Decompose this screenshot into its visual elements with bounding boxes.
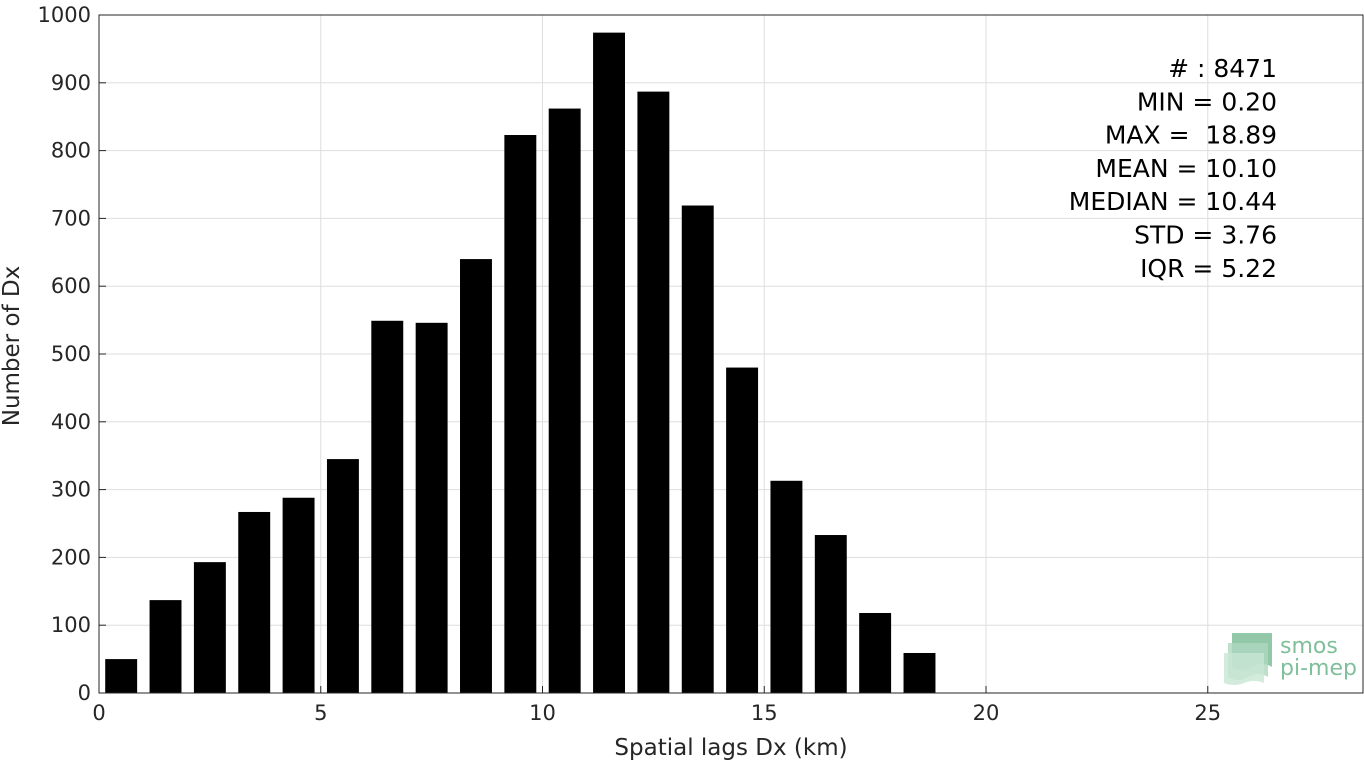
y-tick-label: 100 bbox=[51, 613, 91, 637]
stat-line: MAX = 18.89 bbox=[1105, 121, 1277, 150]
bars bbox=[105, 32, 936, 694]
histogram-bar bbox=[326, 459, 359, 693]
y-tick-label: 200 bbox=[51, 545, 91, 569]
x-axis-label: Spatial lags Dx (km) bbox=[614, 735, 847, 761]
histogram-bar bbox=[460, 259, 492, 693]
y-tick-label: 600 bbox=[51, 274, 91, 298]
y-tick-label: 300 bbox=[51, 478, 91, 502]
histogram-bar bbox=[859, 612, 892, 693]
x-tick-label: 20 bbox=[973, 701, 1000, 725]
y-axis-label: Number of Dx bbox=[0, 266, 25, 427]
y-tick-label: 0 bbox=[78, 681, 91, 705]
logo-line-2: pi-mep bbox=[1280, 656, 1357, 681]
y-tick-label: 700 bbox=[51, 206, 91, 230]
histogram-bar bbox=[770, 480, 803, 693]
y-tick-label: 500 bbox=[51, 342, 91, 366]
stat-line: IQR = 5.22 bbox=[1140, 254, 1277, 283]
stat-line: MIN = 0.20 bbox=[1137, 87, 1277, 116]
axis-ticks bbox=[98, 14, 1209, 694]
x-tick-label: 25 bbox=[1194, 701, 1221, 725]
histogram-bar bbox=[238, 511, 271, 693]
y-tick-label: 900 bbox=[51, 71, 91, 95]
y-tick-label: 800 bbox=[51, 139, 91, 163]
y-tick-label: 400 bbox=[51, 410, 91, 434]
histogram-bar bbox=[903, 652, 936, 693]
histogram-bar bbox=[548, 108, 581, 693]
histogram-bar bbox=[415, 322, 448, 693]
y-tick-label: 1000 bbox=[38, 3, 91, 27]
histogram-bar bbox=[504, 135, 537, 694]
logo-line-1: smos bbox=[1280, 634, 1338, 659]
histogram-bar bbox=[814, 535, 847, 693]
histogram-bar bbox=[681, 205, 714, 693]
stat-line: MEAN = 10.10 bbox=[1095, 154, 1277, 183]
histogram-bar bbox=[371, 320, 404, 693]
stat-line: MEDIAN = 10.44 bbox=[1069, 187, 1277, 216]
x-tick-label: 10 bbox=[529, 701, 556, 725]
y-tick-labels: 0 100 200 300 400 500 600 700 800 900 1000 bbox=[38, 3, 91, 705]
wave-logo-icon bbox=[1224, 633, 1272, 685]
histogram-bar bbox=[149, 600, 182, 693]
histogram-bar bbox=[637, 91, 670, 693]
histogram-bar bbox=[726, 367, 759, 693]
stats-annotation: # : 8471 MIN = 0.20 MAX = 18.89 MEAN = 10.1… bbox=[1069, 54, 1277, 283]
x-tick-labels: 0 5 10 15 20 25 bbox=[92, 701, 1221, 725]
histogram-bar bbox=[593, 32, 626, 694]
x-tick-label: 15 bbox=[751, 701, 778, 725]
x-tick-label: 5 bbox=[314, 701, 327, 725]
smos-pimep-logo: smos pi-mep bbox=[1224, 633, 1357, 685]
stat-line: STD = 3.76 bbox=[1134, 221, 1277, 250]
histogram-bar bbox=[105, 659, 138, 693]
histogram-bar bbox=[193, 562, 226, 693]
stat-line: # : 8471 bbox=[1168, 54, 1277, 83]
x-tick-label: 0 bbox=[92, 701, 105, 725]
histogram-bar bbox=[282, 497, 315, 693]
